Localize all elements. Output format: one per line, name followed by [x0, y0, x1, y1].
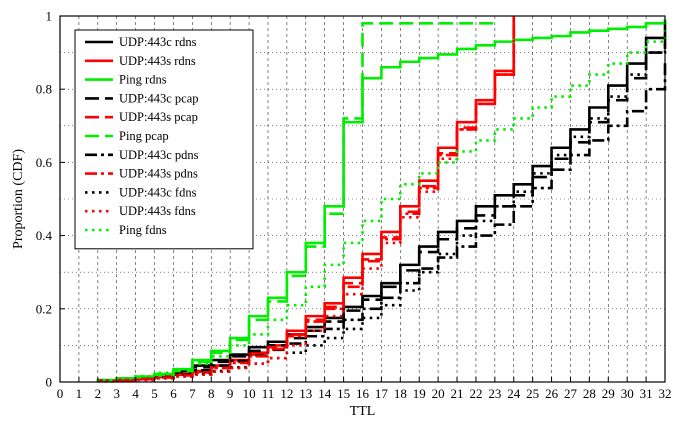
x-tick-label: 32	[659, 386, 672, 401]
x-tick-label: 4	[132, 386, 139, 401]
x-tick-label: 3	[113, 386, 120, 401]
x-tick-label: 26	[545, 386, 559, 401]
series-line-udp-443s-pdns	[96, 16, 516, 383]
x-tick-label: 2	[95, 386, 102, 401]
x-tick-label: 30	[621, 386, 634, 401]
series-line-ping-fdns	[96, 26, 667, 382]
x-tick-label: 27	[564, 386, 578, 401]
x-tick-label: 12	[280, 386, 293, 401]
axis-ticks: 0 1 2 3 4 5 6 7 8 9 10 11 12 13 14 15 16 17 18 19 20 21 22 23 24…	[36, 9, 672, 402]
y-tick-label: 1	[46, 9, 53, 24]
legend-label-udp-443c-pcap: UDP:443c pcap	[119, 91, 199, 105]
x-tick-label: 0	[57, 386, 64, 401]
legend-label-ping-rdns: Ping rdns	[119, 73, 167, 87]
y-axis-title: Proportion (CDF)	[11, 149, 26, 249]
x-tick-label: 10	[243, 386, 256, 401]
x-tick-label: 29	[602, 386, 615, 401]
legend-label-udp-443s-fdns: UDP:443s fdns	[119, 204, 196, 218]
y-tick-label: 0.8	[36, 82, 52, 97]
x-tick-label: 15	[337, 386, 350, 401]
x-tick-label: 8	[208, 386, 215, 401]
legend-box	[74, 29, 254, 250]
legend-label-udp-443s-rdns: UDP:443s rdns	[119, 54, 196, 68]
legend-label-udp-443s-pcap: UDP:443s pcap	[119, 110, 198, 124]
x-tick-label: 20	[432, 386, 445, 401]
y-tick-label: 0.2	[36, 301, 52, 316]
plot-series	[96, 16, 667, 383]
legend-label-udp-443c-pdns: UDP:443c pdns	[119, 148, 199, 162]
legend-label-udp-443c-rdns: UDP:443c rdns	[119, 35, 197, 49]
x-tick-label: 13	[299, 386, 312, 401]
x-axis-title: TTL	[350, 404, 376, 417]
x-tick-label: 17	[375, 386, 389, 401]
legend: UDP:443c rdns UDP:443s rdns Ping rdns UDP:4…	[74, 29, 254, 250]
legend-label-ping-pcap: Ping pcap	[119, 129, 169, 143]
x-tick-label: 5	[151, 386, 158, 401]
x-tick-label: 25	[526, 386, 539, 401]
legend-label-udp-443c-fdns: UDP:443c fdns	[119, 185, 197, 199]
x-tick-label: 1	[76, 386, 83, 401]
x-tick-label: 24	[507, 386, 521, 401]
y-tick-label: 0.4	[36, 228, 53, 243]
x-tick-label: 6	[170, 386, 177, 401]
x-tick-label: 9	[227, 386, 234, 401]
x-tick-label: 28	[583, 386, 596, 401]
x-tick-label: 31	[640, 386, 653, 401]
x-tick-label: 22	[469, 386, 482, 401]
y-tick-label: 0.6	[36, 155, 53, 170]
x-tick-label: 19	[413, 386, 426, 401]
x-tick-label: 16	[356, 386, 370, 401]
x-tick-label: 11	[262, 386, 275, 401]
x-tick-label: 23	[488, 386, 501, 401]
y-tick-label: 0	[46, 375, 53, 390]
x-tick-label: 7	[189, 386, 196, 401]
legend-label-udp-443s-pdns: UDP:443s pdns	[119, 167, 198, 181]
x-tick-label: 21	[451, 386, 464, 401]
x-tick-label: 18	[394, 386, 407, 401]
legend-label-ping-fdns: Ping fdns	[119, 223, 167, 237]
x-tick-label: 14	[318, 386, 332, 401]
